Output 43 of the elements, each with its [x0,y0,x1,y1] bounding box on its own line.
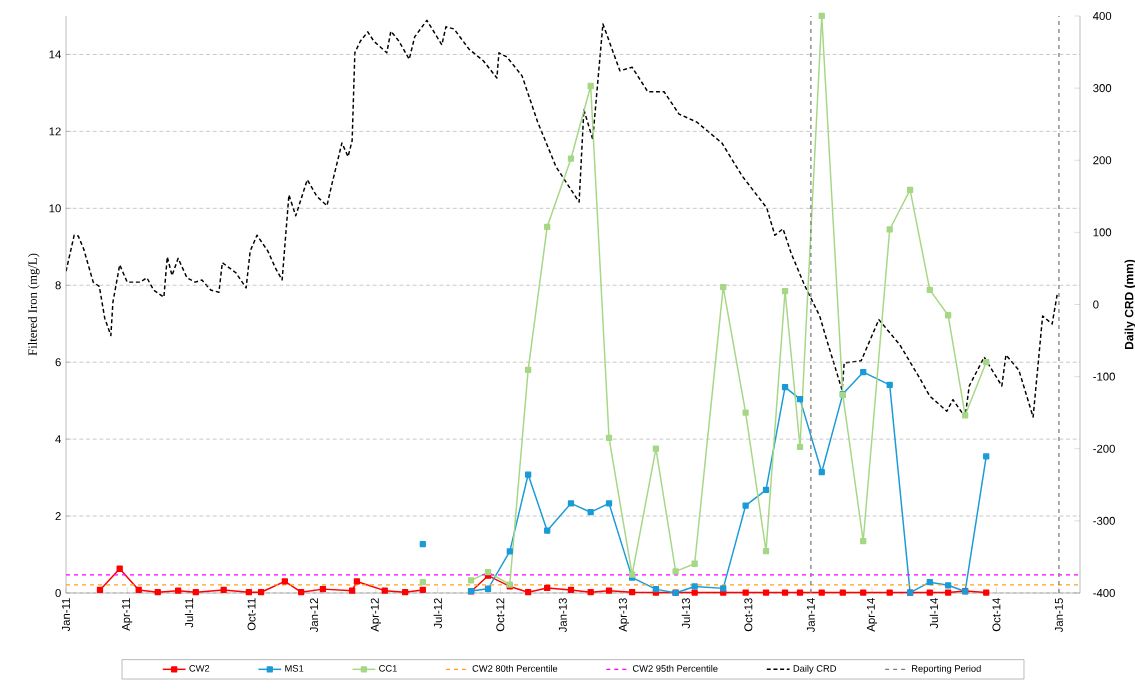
x-tick-label: Apr-12 [370,598,382,632]
legend-label: CW2 80th Percentile [472,664,558,672]
x-tick-label: Jul-13 [681,598,690,629]
y-tick-label: 0 [55,588,61,597]
y-tick-label: 8 [55,281,61,290]
y2-tick-label: -100 [1093,372,1115,381]
x-tick-label: Oct-11 [247,598,256,631]
x-tick-label: Jul-11 [184,598,194,628]
x-tick-label: Jan-13 [558,598,567,633]
y2-tick-label: 200 [1093,156,1112,165]
legend-label: MS1 [285,665,304,672]
y2-tick-label: 400 [1092,12,1112,21]
legend-label: Reporting Period [912,664,981,674]
y2-tick-label: 300 [1093,84,1112,93]
x-tick-label: Apr-14 [866,598,878,632]
y-axis-title: Filtered Iron (mg/L) [28,253,40,356]
legend-label: CW2 [189,665,210,672]
y-tick-label: 12 [49,127,61,136]
y-tick-label: 6 [55,358,61,367]
x-tick-label: Jan-11 [62,598,70,632]
x-tick-label: Jan-12 [310,598,319,633]
y2-tick-label: 0 [1093,300,1099,309]
x-tick-label: Jan-14 [806,598,815,633]
y-tick-label: 10 [49,204,61,213]
x-tick-label: Oct-14 [992,598,1001,632]
y-tick-label: 14 [49,50,61,59]
legend-label: CC1 [379,665,397,672]
y2-tick-label: -300 [1093,516,1115,525]
y-tick-label: 2 [55,512,61,521]
x-tick-label: Jan-15 [1054,598,1063,633]
x-tick-label: Jul-12 [433,598,442,629]
y-tick-label: 4 [55,435,61,444]
legend-label: CW2 95th Percentile [632,664,718,672]
y2-tick-label: 100 [1093,228,1112,237]
y2-tick-label: -400 [1093,588,1115,597]
y2-axis-title: Daily CRD (mm) [1124,259,1135,350]
x-tick-label: Oct-13 [744,598,753,632]
legend-label: Daily CRD [793,664,837,674]
y2-tick-label: -200 [1093,444,1115,453]
x-tick-label: Apr-13 [618,598,630,632]
x-tick-label: Jul-14 [929,598,939,629]
x-tick-label: Apr-11 [122,598,133,631]
x-tick-label: Oct-12 [496,598,505,632]
